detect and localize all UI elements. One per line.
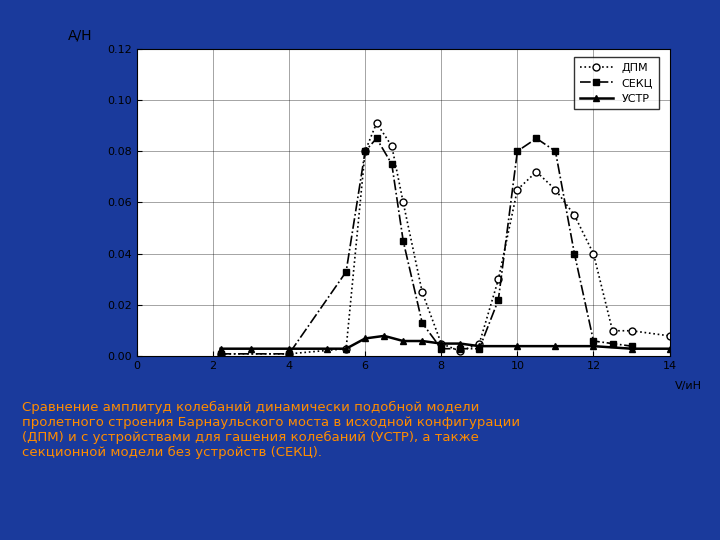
Line: ДПМ: ДПМ (217, 119, 673, 357)
СЕКЦ (589, 338, 598, 345)
СЕКЦ (342, 268, 351, 275)
УСТР (665, 346, 674, 352)
ДПМ (387, 143, 396, 149)
Legend: ДПМ, СЕКЦ, УСТР: ДПМ, СЕКЦ, УСТР (574, 57, 659, 110)
СЕКЦ (532, 135, 541, 141)
УСТР (323, 346, 331, 352)
ДПМ (342, 346, 351, 352)
ДПМ (570, 212, 579, 219)
Text: V/иH: V/иH (675, 381, 702, 391)
УСТР (342, 346, 351, 352)
ДПМ (456, 348, 464, 354)
СЕКЦ (399, 238, 408, 244)
Line: УСТР: УСТР (217, 333, 673, 352)
ДПМ (551, 186, 559, 193)
ДПМ (418, 289, 426, 295)
УСТР (418, 338, 426, 345)
УСТР (399, 338, 408, 345)
УСТР (456, 340, 464, 347)
ДПМ (589, 251, 598, 257)
СЕКЦ (372, 135, 381, 141)
ДПМ (608, 327, 617, 334)
УСТР (589, 343, 598, 349)
СЕКЦ (361, 148, 369, 154)
ДПМ (399, 199, 408, 206)
СЕКЦ (387, 161, 396, 167)
СЕКЦ (475, 346, 484, 352)
СЕКЦ (570, 251, 579, 257)
СЕКЦ (513, 148, 522, 154)
СЕКЦ (456, 346, 464, 352)
ДПМ (437, 340, 446, 347)
УСТР (627, 346, 636, 352)
ДПМ (494, 276, 503, 283)
Text: Сравнение амплитуд колебаний динамически подобной модели
пролетного строения Бар: Сравнение амплитуд колебаний динамически… (22, 401, 520, 459)
УСТР (247, 346, 256, 352)
ДПМ (216, 350, 225, 357)
ДПМ (475, 340, 484, 347)
ДПМ (284, 350, 293, 357)
ДПМ (361, 148, 369, 154)
СЕКЦ (608, 340, 617, 347)
УСТР (284, 346, 293, 352)
СЕКЦ (284, 350, 293, 357)
УСТР (380, 333, 389, 339)
СЕКЦ (551, 148, 559, 154)
ДПМ (532, 168, 541, 175)
УСТР (513, 343, 522, 349)
СЕКЦ (627, 343, 636, 349)
ДПМ (665, 333, 674, 339)
УСТР (437, 340, 446, 347)
Text: A/H: A/H (68, 29, 92, 43)
УСТР (551, 343, 559, 349)
СЕКЦ (494, 296, 503, 303)
УСТР (475, 343, 484, 349)
СЕКЦ (216, 350, 225, 357)
Line: СЕКЦ: СЕКЦ (217, 135, 635, 357)
СЕКЦ (418, 320, 426, 326)
СЕКЦ (437, 346, 446, 352)
ДПМ (372, 120, 381, 126)
ДПМ (627, 327, 636, 334)
УСТР (216, 346, 225, 352)
ДПМ (513, 186, 522, 193)
УСТР (361, 335, 369, 342)
